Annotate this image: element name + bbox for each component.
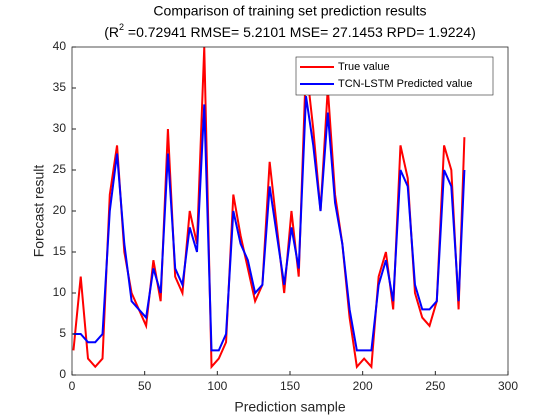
plot-area [72, 47, 466, 370]
data-line [73, 96, 466, 352]
x-tick-label: 100 [207, 379, 227, 393]
y-tick-label: 35 [53, 80, 67, 94]
subtitle-superscript: 2 [119, 22, 124, 32]
y-tick-label: 40 [53, 39, 67, 53]
x-tick-label: 50 [138, 379, 152, 393]
legend-label: True value [338, 61, 390, 73]
y-tick-label: 20 [53, 203, 67, 217]
y-tick-label: 5 [59, 326, 66, 340]
x-tick-label: 300 [498, 379, 518, 393]
chart-subtitle: (R2 =0.72941 RMSE= 5.2101 MSE= 27.1453 R… [104, 22, 476, 39]
y-tick-label: 0 [59, 367, 66, 381]
y-tick-label: 10 [53, 285, 67, 299]
y-tick-label: 15 [53, 244, 67, 258]
y-axis-label: Forecast result [31, 165, 47, 258]
chart-title: Comparison of training set prediction re… [153, 3, 426, 19]
subtitle-prefix: (R [104, 24, 119, 40]
legend-box [295, 56, 494, 96]
legend-label: TCN-LSTM Predicted value [338, 78, 473, 90]
x-tick-label: 0 [69, 379, 76, 393]
x-axis-label: Prediction sample [234, 399, 345, 415]
y-tick-label: 25 [53, 162, 67, 176]
y-tick-label: 30 [53, 121, 67, 135]
x-tick-label: 200 [353, 379, 373, 393]
x-tick-label: 250 [425, 379, 445, 393]
subtitle-rest: =0.72941 RMSE= 5.2101 MSE= 27.1453 RPD= … [124, 24, 476, 40]
x-tick-label: 150 [280, 379, 300, 393]
